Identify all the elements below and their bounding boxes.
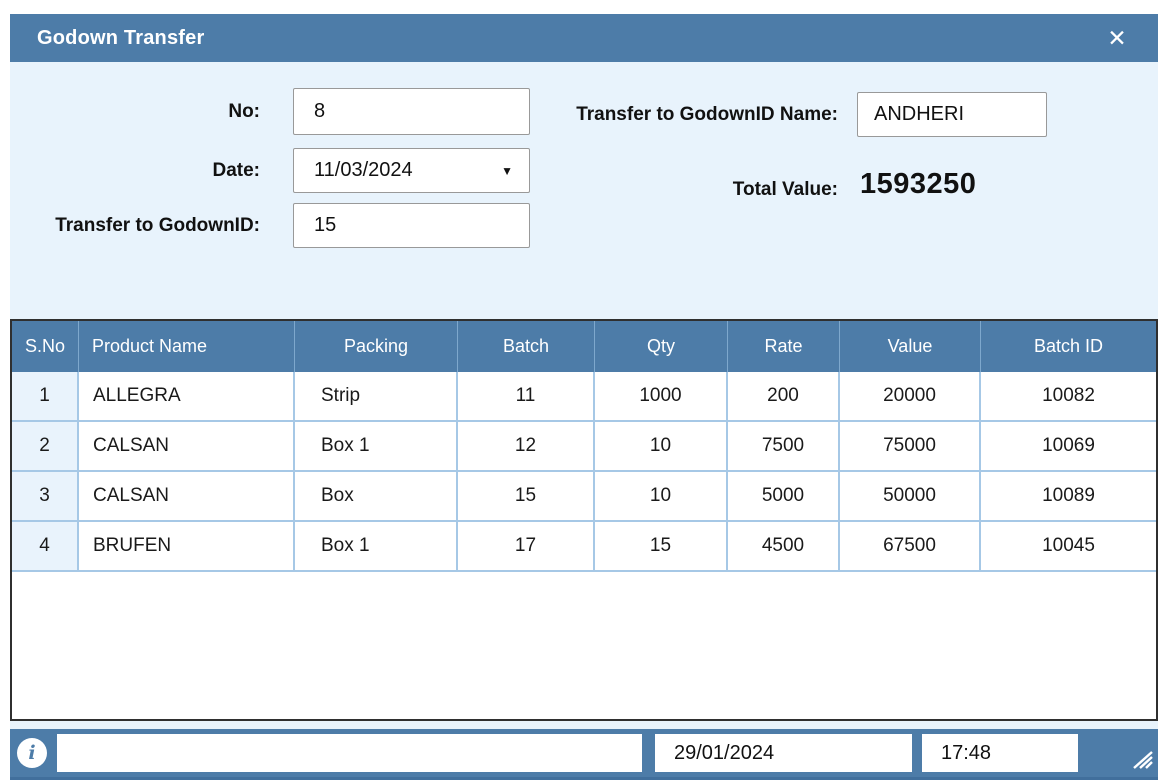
table-cell[interactable]: 75000 [840, 422, 981, 470]
column-header-rate[interactable]: Rate [728, 321, 840, 372]
column-header-batch-id[interactable]: Batch ID [1033, 336, 1104, 356]
table-cell[interactable]: 67500 [840, 522, 981, 570]
window-title: Godown Transfer [37, 26, 205, 49]
info-icon: i [17, 738, 47, 768]
date-dropdown[interactable]: 11/03/2024 ▼ [293, 148, 530, 193]
table-header: S.No Product Name Packing Batch Qty Rate Value… [12, 321, 1156, 372]
column-header-value[interactable]: Value [840, 321, 981, 372]
date-value: 11/03/2024 [314, 159, 413, 181]
table-cell[interactable]: 4500 [728, 522, 840, 570]
total-value-label: Total Value: [732, 179, 838, 200]
table-cell[interactable]: 10089 [1042, 485, 1095, 506]
table-cell[interactable]: 4 [12, 522, 79, 570]
column-header-qty[interactable]: Qty [595, 321, 728, 372]
table-cell[interactable]: Box 1 [295, 422, 458, 470]
date-label: Date: [212, 160, 260, 181]
status-bar: i 29/01/2024 17:48 [10, 729, 1158, 780]
status-time-field: 17:48 [922, 734, 1078, 772]
table-row: 4 BRUFEN Box 1 17 15 4500 67500 10045 [12, 522, 1156, 572]
table-cell[interactable]: 20000 [840, 372, 981, 420]
godown-name-input[interactable] [857, 92, 1047, 137]
table-cell[interactable]: 10 [595, 472, 728, 520]
table-row: 3 CALSAN Box 15 10 5000 50000 10089 [12, 472, 1156, 522]
godown-id-label: Transfer to GodownID: [55, 215, 260, 236]
table-cell[interactable]: CALSAN [79, 422, 295, 470]
close-icon[interactable]: ✕ [1107, 24, 1127, 51]
table-cell[interactable]: 10069 [1042, 435, 1095, 456]
table-cell[interactable]: 10 [595, 422, 728, 470]
table-cell[interactable]: 17 [458, 522, 595, 570]
column-header-packing[interactable]: Packing [295, 321, 458, 372]
godown-name-label: Transfer to GodownID Name: [576, 104, 838, 125]
table-cell[interactable]: 10045 [1042, 535, 1095, 556]
table-cell[interactable]: 12 [458, 422, 595, 470]
resize-grip-icon[interactable] [1132, 751, 1154, 769]
table-body: 1 ALLEGRA Strip 11 1000 200 20000 10082 2 CALSAN B… [12, 372, 1156, 572]
no-label: No: [228, 101, 260, 122]
table-cell[interactable]: CALSAN [79, 472, 295, 520]
table-row: 2 CALSAN Box 1 12 10 7500 75000 10069 [12, 422, 1156, 472]
column-header-s-no[interactable]: S.No [12, 321, 79, 372]
title-bar: Godown Transfer ✕ [10, 14, 1158, 62]
table-cell[interactable]: Strip [295, 372, 458, 420]
table-cell[interactable]: 1000 [595, 372, 728, 420]
table-cell[interactable]: 3 [12, 472, 79, 520]
table-cell[interactable]: 15 [458, 472, 595, 520]
table-row: 1 ALLEGRA Strip 11 1000 200 20000 10082 [12, 372, 1156, 422]
table-cell[interactable]: 7500 [728, 422, 840, 470]
no-input[interactable] [293, 88, 530, 135]
table-cell[interactable]: Box [295, 472, 458, 520]
total-value: 1593250 [860, 168, 977, 200]
table-cell[interactable]: 15 [595, 522, 728, 570]
table-cell[interactable]: Box 1 [295, 522, 458, 570]
godown-id-input[interactable] [293, 203, 530, 248]
godown-transfer-dialog: Godown Transfer ✕ No: Date: Transfer to … [10, 14, 1158, 780]
table-cell[interactable]: 11 [458, 372, 595, 420]
table-cell[interactable]: 50000 [840, 472, 981, 520]
dialog-body: No: Date: Transfer to GodownID: Transfer… [10, 62, 1158, 780]
table-cell[interactable]: 5000 [728, 472, 840, 520]
table-cell[interactable]: 10082 [1042, 385, 1095, 406]
table-cell[interactable]: 1 [12, 372, 79, 420]
column-header-batch[interactable]: Batch [458, 321, 595, 372]
column-header-product-name[interactable]: Product Name [79, 321, 295, 372]
table-cell[interactable]: 200 [728, 372, 840, 420]
status-date-field: 29/01/2024 [655, 734, 912, 772]
table-cell[interactable]: BRUFEN [79, 522, 295, 570]
status-message-field [57, 734, 642, 772]
table-cell[interactable]: 2 [12, 422, 79, 470]
items-table: S.No Product Name Packing Batch Qty Rate Value… [10, 319, 1158, 721]
table-cell[interactable]: ALLEGRA [79, 372, 295, 420]
chevron-down-icon: ▼ [501, 163, 513, 178]
